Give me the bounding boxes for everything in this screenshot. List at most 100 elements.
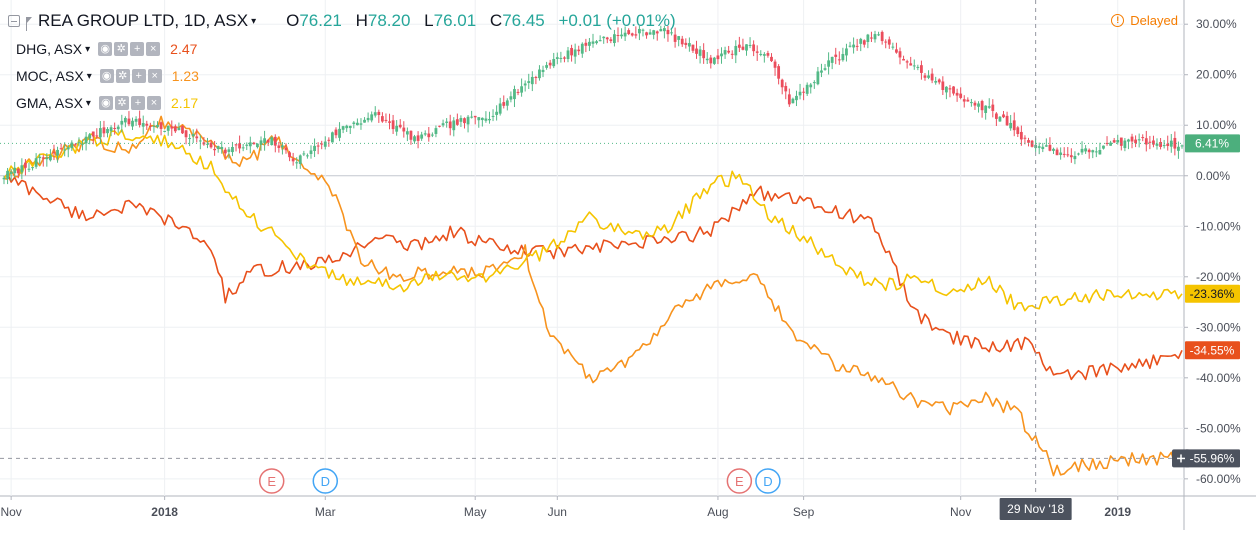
gear-icon[interactable]: ✲ xyxy=(114,42,129,56)
candle-body xyxy=(820,70,823,73)
compare-symbol[interactable]: DHG, ASX xyxy=(16,41,83,57)
candle-body xyxy=(588,41,591,46)
candle-body xyxy=(1073,156,1077,160)
candle-body xyxy=(659,29,663,32)
candle-body xyxy=(712,57,716,64)
flag-icon[interactable] xyxy=(26,16,32,31)
chevron-down-icon[interactable]: ▾ xyxy=(251,15,257,27)
y-tick-label: -40.00% xyxy=(1196,371,1241,385)
candle-body xyxy=(505,100,509,106)
candle-body xyxy=(698,49,702,56)
close-icon[interactable]: × xyxy=(147,69,162,83)
candle-body xyxy=(81,143,84,145)
candle-body xyxy=(173,126,177,132)
dividend-event-marker[interactable]: D xyxy=(755,468,781,494)
candle-body xyxy=(73,144,77,146)
earnings-event-label: E xyxy=(735,474,744,489)
candle-body xyxy=(941,81,945,90)
candle-body xyxy=(288,152,291,158)
candle-body xyxy=(877,34,880,36)
candle-body xyxy=(455,119,459,125)
price-badge: -34.55% xyxy=(1185,341,1240,360)
candle-body xyxy=(773,61,777,68)
candle-body xyxy=(745,44,748,51)
candle-body xyxy=(795,95,798,101)
eye-icon[interactable]: ◉ xyxy=(98,96,113,110)
plus-icon[interactable]: + xyxy=(130,96,145,110)
candle-body xyxy=(880,31,884,42)
candle-body xyxy=(338,128,341,138)
candle-body xyxy=(430,134,434,136)
ohlc-values: O76.21 H78.20 L76.01 C76.45 +0.01 (+0.01… xyxy=(286,11,676,31)
compare-symbol[interactable]: GMA, ASX xyxy=(16,95,83,111)
delayed-indicator[interactable]: ! Delayed xyxy=(1111,13,1178,28)
candle-body xyxy=(1169,140,1173,147)
candle-body xyxy=(1109,142,1113,146)
candle-body xyxy=(63,149,67,151)
earnings-event-marker[interactable]: E xyxy=(726,468,753,494)
candle-body xyxy=(666,29,670,35)
candle-body xyxy=(909,63,913,66)
low-value: 76.01 xyxy=(433,11,477,30)
y-tick-label: -30.00% xyxy=(1196,320,1241,334)
collapse-icon[interactable] xyxy=(8,15,20,27)
time-axis[interactable]: Nov 2018 Mar May Jun Aug Sep Nov 2019 29 Nov '18 xyxy=(0,496,1131,520)
candle-body xyxy=(495,111,499,115)
candle-body xyxy=(723,50,727,55)
main-symbol[interactable]: REA GROUP LTD, 1D, ASX xyxy=(38,11,249,30)
close-icon[interactable]: × xyxy=(146,42,161,56)
candle-body xyxy=(134,118,138,122)
price-axis[interactable]: 30.00% 20.00% 10.00% 0.00% -10.00% -20.00% -30… xyxy=(1184,17,1241,486)
chevron-down-icon[interactable]: ▾ xyxy=(86,70,92,82)
candle-body xyxy=(1091,150,1095,153)
candle-body xyxy=(1059,152,1063,155)
candle-body xyxy=(341,126,345,130)
candle-body xyxy=(388,121,391,123)
x-tick-label: 2018 xyxy=(151,505,178,519)
crosshair-date-text: 29 Nov '18 xyxy=(1007,502,1064,516)
candle-body xyxy=(691,44,695,51)
dividend-event-marker[interactable]: D xyxy=(312,468,339,494)
candle-body xyxy=(898,51,902,58)
chevron-down-icon[interactable]: ▾ xyxy=(85,43,91,55)
candle-body xyxy=(281,145,284,148)
gear-icon[interactable]: ✲ xyxy=(114,96,129,110)
eye-icon[interactable]: ◉ xyxy=(99,69,114,83)
candle-body xyxy=(145,123,149,126)
candle-body xyxy=(198,140,202,142)
plus-icon[interactable]: + xyxy=(130,42,145,56)
candle-body xyxy=(234,144,238,146)
candle-body xyxy=(677,36,681,40)
candle-body xyxy=(49,155,52,161)
candle-body xyxy=(884,41,888,43)
candle-body xyxy=(1009,122,1013,129)
series-controls: ◉ ✲ + × xyxy=(98,42,162,56)
close-icon[interactable]: × xyxy=(146,96,161,110)
candle-body xyxy=(177,127,181,131)
candle-body xyxy=(395,125,399,132)
candle-body xyxy=(727,50,731,53)
gear-icon[interactable]: ✲ xyxy=(115,69,130,83)
plus-icon[interactable]: + xyxy=(131,69,146,83)
candle-body xyxy=(845,48,848,56)
candle-body xyxy=(1084,148,1088,152)
candle-body xyxy=(41,157,45,159)
earnings-event-marker[interactable]: E xyxy=(258,468,285,494)
compare-legend-moc: MOC, ASX ▾ ◉ ✲ + × 1.23 xyxy=(16,68,199,84)
candle-body xyxy=(791,98,795,104)
candle-body xyxy=(166,125,170,131)
candle-body xyxy=(602,36,606,39)
x-tick-label: May xyxy=(464,505,487,519)
chevron-down-icon[interactable]: ▾ xyxy=(85,97,91,109)
candle-body xyxy=(266,139,270,143)
y-tick-label: -60.00% xyxy=(1196,472,1241,486)
candle-body xyxy=(259,140,263,145)
candle-body xyxy=(323,141,327,147)
candle-body xyxy=(584,42,588,46)
compare-symbol[interactable]: MOC, ASX xyxy=(16,68,84,84)
candle-body xyxy=(923,75,927,78)
eye-icon[interactable]: ◉ xyxy=(98,42,113,56)
y-tick-label: 10.00% xyxy=(1196,118,1237,132)
